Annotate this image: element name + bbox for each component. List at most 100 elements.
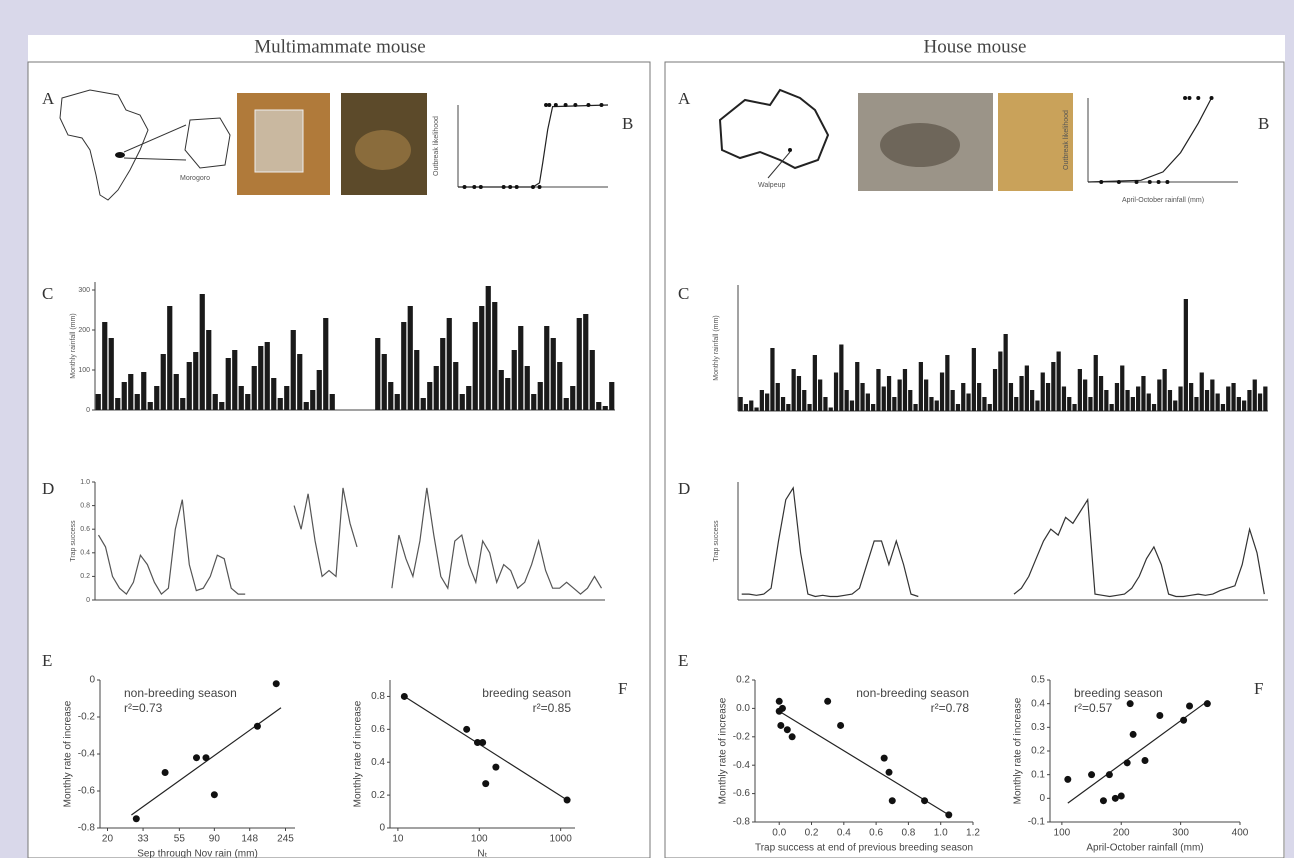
bar xyxy=(284,386,289,410)
x-tick-label: 0.2 xyxy=(805,828,819,839)
bar xyxy=(760,390,764,411)
bar xyxy=(1231,383,1235,411)
bar xyxy=(982,397,986,411)
bar xyxy=(1025,366,1029,412)
bar xyxy=(1051,362,1055,411)
x-tick-label: 1.0 xyxy=(934,828,948,839)
bar xyxy=(232,350,237,410)
bar xyxy=(786,404,790,411)
bar xyxy=(1141,376,1145,411)
y-tick-label: -0.2 xyxy=(78,712,96,723)
point xyxy=(1100,797,1107,804)
point xyxy=(508,185,512,189)
point xyxy=(254,723,261,730)
point xyxy=(479,739,486,746)
y-tick-label: 0.6 xyxy=(371,724,385,735)
bar xyxy=(440,338,445,410)
point xyxy=(881,755,888,762)
x-tick-label: 100 xyxy=(1054,828,1071,839)
y-tick-label: 0.3 xyxy=(1031,722,1045,733)
panel-letter: C xyxy=(42,284,53,303)
bar xyxy=(115,398,120,410)
point xyxy=(502,185,506,189)
bar xyxy=(525,366,530,410)
y-axis-label: Monthly rate of increase xyxy=(63,700,74,807)
point xyxy=(538,185,542,189)
bar xyxy=(1210,380,1214,412)
bar xyxy=(1184,299,1188,411)
bar xyxy=(479,306,484,410)
bar xyxy=(596,402,601,410)
bar xyxy=(850,401,854,412)
point xyxy=(599,103,603,107)
y-tick-label: 0.4 xyxy=(80,550,90,557)
x-tick-label: 245 xyxy=(277,834,294,845)
bar xyxy=(466,386,471,410)
bar xyxy=(1125,390,1129,411)
bar xyxy=(744,404,748,411)
point xyxy=(1135,180,1139,184)
y-axis-label: Monthly rainfall (mm) xyxy=(713,315,720,380)
bar xyxy=(148,402,153,410)
figure-panel xyxy=(28,35,1285,858)
y-axis-label: Outbreak likelihood xyxy=(433,116,440,176)
bar xyxy=(1030,390,1034,411)
point xyxy=(202,754,209,761)
y-tick-label: -0.8 xyxy=(78,823,96,834)
x-tick-label: 0.6 xyxy=(869,828,883,839)
point xyxy=(921,797,928,804)
panel-letter: F xyxy=(618,679,627,698)
point xyxy=(463,726,470,733)
annotation: non-breeding season xyxy=(856,686,969,700)
bar xyxy=(1242,401,1246,412)
point xyxy=(492,764,499,771)
bar xyxy=(1067,397,1071,411)
bar xyxy=(408,306,413,410)
bar xyxy=(473,322,478,410)
bar xyxy=(998,352,1002,412)
point xyxy=(1156,712,1163,719)
bar xyxy=(797,376,801,411)
bar xyxy=(739,397,743,411)
photo-detail xyxy=(255,110,303,172)
x-tick-label: 20 xyxy=(102,834,114,845)
bar xyxy=(258,346,263,410)
bar xyxy=(802,390,806,411)
bar xyxy=(1157,380,1161,412)
bar xyxy=(1057,352,1061,412)
point xyxy=(789,733,796,740)
bar xyxy=(754,408,758,412)
bar xyxy=(128,374,133,410)
bar xyxy=(871,404,875,411)
bar xyxy=(460,394,465,410)
bar xyxy=(401,322,406,410)
bar xyxy=(1136,387,1140,412)
bar xyxy=(505,378,510,410)
y-tick-label: 0.4 xyxy=(371,757,385,768)
bar xyxy=(892,397,896,411)
bar xyxy=(1147,394,1151,412)
bar xyxy=(1035,401,1039,412)
bar xyxy=(1221,404,1225,411)
point xyxy=(472,185,476,189)
point xyxy=(1187,96,1191,100)
bar xyxy=(382,354,387,410)
panel-letter: B xyxy=(1258,114,1269,133)
panel-letter: D xyxy=(42,479,54,498)
bar xyxy=(388,382,393,410)
bar xyxy=(492,302,497,410)
bar xyxy=(122,382,127,410)
bar xyxy=(499,370,504,410)
x-tick-label: 90 xyxy=(209,834,221,845)
point xyxy=(1142,757,1149,764)
y-axis-label: Monthly rate of increase xyxy=(1013,697,1024,804)
heading: House mouse xyxy=(924,36,1027,57)
bar xyxy=(512,350,517,410)
point xyxy=(211,791,218,798)
bar xyxy=(1110,404,1114,411)
y-tick-label: 0.8 xyxy=(371,691,385,702)
y-tick-label: -0.8 xyxy=(733,817,751,828)
point xyxy=(586,103,590,107)
point xyxy=(1210,96,1214,100)
point xyxy=(1099,180,1103,184)
